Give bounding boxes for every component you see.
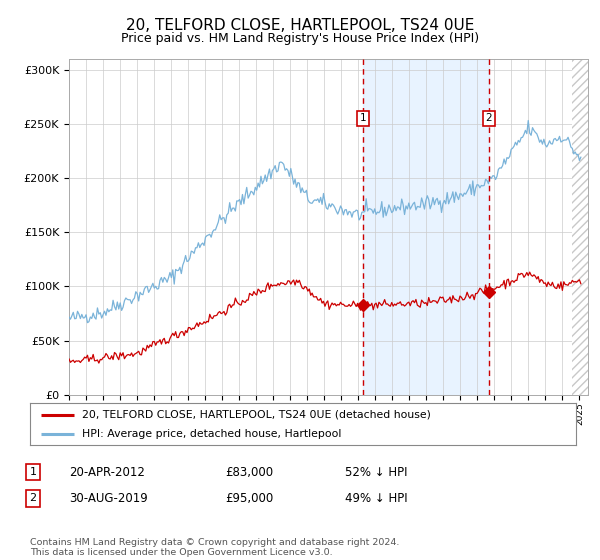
Text: 30-AUG-2019: 30-AUG-2019 bbox=[69, 492, 148, 505]
Text: 2: 2 bbox=[485, 114, 492, 123]
Text: 20, TELFORD CLOSE, HARTLEPOOL, TS24 0UE (detached house): 20, TELFORD CLOSE, HARTLEPOOL, TS24 0UE … bbox=[82, 409, 431, 419]
Bar bbox=[364, 59, 489, 395]
Text: 1: 1 bbox=[360, 114, 367, 123]
Text: 20-APR-2012: 20-APR-2012 bbox=[69, 465, 145, 479]
Bar bbox=[572, 59, 588, 395]
Text: Price paid vs. HM Land Registry's House Price Index (HPI): Price paid vs. HM Land Registry's House … bbox=[121, 32, 479, 45]
Text: 2: 2 bbox=[29, 493, 37, 503]
Text: £95,000: £95,000 bbox=[225, 492, 273, 505]
Text: £83,000: £83,000 bbox=[225, 465, 273, 479]
Text: Contains HM Land Registry data © Crown copyright and database right 2024.
This d: Contains HM Land Registry data © Crown c… bbox=[30, 538, 400, 557]
Text: HPI: Average price, detached house, Hartlepool: HPI: Average price, detached house, Hart… bbox=[82, 429, 341, 439]
Text: 20, TELFORD CLOSE, HARTLEPOOL, TS24 0UE: 20, TELFORD CLOSE, HARTLEPOOL, TS24 0UE bbox=[126, 18, 474, 33]
Text: 49% ↓ HPI: 49% ↓ HPI bbox=[345, 492, 407, 505]
Text: 52% ↓ HPI: 52% ↓ HPI bbox=[345, 465, 407, 479]
Text: 1: 1 bbox=[29, 467, 37, 477]
